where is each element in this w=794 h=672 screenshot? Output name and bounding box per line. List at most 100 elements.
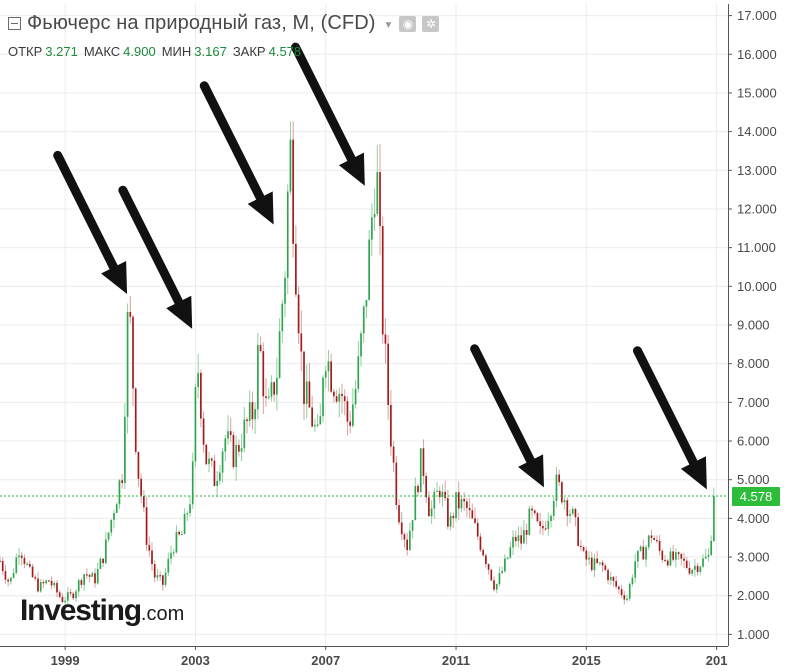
- candle-body[interactable]: [414, 485, 417, 521]
- candle-body[interactable]: [308, 381, 311, 408]
- candle-body[interactable]: [487, 564, 490, 570]
- candle-body[interactable]: [31, 566, 34, 578]
- candle-body[interactable]: [398, 505, 400, 523]
- candle-body[interactable]: [495, 583, 498, 590]
- candle-body[interactable]: [623, 595, 626, 600]
- candle-body[interactable]: [574, 508, 577, 518]
- candle-body[interactable]: [110, 519, 113, 533]
- candle-body[interactable]: [390, 404, 392, 447]
- candle-body[interactable]: [50, 580, 53, 586]
- candle-body[interactable]: [436, 490, 438, 493]
- candle-body[interactable]: [102, 558, 104, 564]
- candle-body[interactable]: [677, 552, 680, 554]
- candle-body[interactable]: [571, 508, 574, 514]
- candle-body[interactable]: [704, 556, 707, 559]
- candle-body[interactable]: [604, 565, 607, 571]
- candle-body[interactable]: [77, 580, 80, 592]
- candle-body[interactable]: [528, 508, 531, 535]
- candle-body[interactable]: [96, 568, 99, 584]
- candle-body[interactable]: [661, 550, 664, 560]
- candle-body[interactable]: [42, 582, 45, 584]
- candle-body[interactable]: [577, 517, 580, 546]
- candle-body[interactable]: [153, 564, 156, 578]
- candle-body[interactable]: [240, 448, 243, 452]
- candle-body[interactable]: [314, 424, 316, 427]
- candle-body[interactable]: [143, 496, 145, 508]
- candle-body[interactable]: [48, 580, 50, 582]
- candle-body[interactable]: [580, 545, 582, 548]
- candle-body[interactable]: [210, 458, 213, 461]
- candle-body[interactable]: [387, 343, 389, 405]
- candle-body[interactable]: [523, 530, 525, 544]
- candle-body[interactable]: [186, 513, 189, 515]
- candle-body[interactable]: [346, 401, 349, 422]
- candle-body[interactable]: [509, 547, 512, 558]
- candle-body[interactable]: [292, 139, 294, 244]
- candle-body[interactable]: [297, 294, 300, 334]
- candle-body[interactable]: [265, 396, 267, 399]
- candle-body[interactable]: [713, 496, 715, 541]
- candle-body[interactable]: [254, 409, 256, 420]
- candle-body[interactable]: [691, 569, 694, 574]
- candle-body[interactable]: [666, 560, 669, 566]
- caret-down-icon[interactable]: ▼: [383, 19, 394, 31]
- candle-body[interactable]: [286, 191, 289, 278]
- candle-body[interactable]: [642, 546, 645, 560]
- candle-body[interactable]: [520, 535, 523, 544]
- candle-body[interactable]: [113, 513, 115, 520]
- candle-body[interactable]: [566, 500, 569, 516]
- candle-body[interactable]: [696, 565, 699, 572]
- candle-body[interactable]: [596, 558, 599, 563]
- candle-body[interactable]: [563, 500, 566, 503]
- candle-body[interactable]: [531, 508, 533, 511]
- candle-body[interactable]: [343, 396, 346, 402]
- candle-body[interactable]: [536, 513, 539, 522]
- candle-body[interactable]: [172, 552, 175, 554]
- candle-body[interactable]: [69, 592, 72, 594]
- candle-body[interactable]: [683, 558, 685, 561]
- candle-body[interactable]: [178, 531, 180, 535]
- candle-body[interactable]: [235, 445, 237, 468]
- candle-body[interactable]: [533, 510, 536, 514]
- candle-body[interactable]: [694, 565, 696, 570]
- candle-body[interactable]: [183, 513, 186, 534]
- candle-body[interactable]: [707, 554, 710, 557]
- candle-body[interactable]: [392, 446, 395, 463]
- candle-body[interactable]: [615, 581, 618, 587]
- candle-body[interactable]: [99, 558, 102, 569]
- candle-body[interactable]: [189, 504, 191, 514]
- candle-body[interactable]: [151, 550, 153, 565]
- candle-body[interactable]: [167, 558, 170, 573]
- candle-body[interactable]: [330, 361, 332, 392]
- candle-body[interactable]: [259, 345, 262, 352]
- candle-body[interactable]: [58, 592, 61, 597]
- candle-body[interactable]: [45, 580, 47, 584]
- candle-body[interactable]: [295, 243, 297, 295]
- candle-body[interactable]: [80, 580, 83, 585]
- candle-body[interactable]: [83, 574, 85, 585]
- candle-body[interactable]: [72, 593, 75, 599]
- candle-body[interactable]: [352, 404, 354, 426]
- candle-body[interactable]: [221, 451, 224, 473]
- candle-body[interactable]: [305, 381, 308, 404]
- candle-body[interactable]: [493, 580, 495, 590]
- candle-body[interactable]: [175, 531, 178, 553]
- candle-body[interactable]: [460, 498, 463, 509]
- candle-body[interactable]: [181, 533, 183, 536]
- candle-body[interactable]: [582, 547, 585, 551]
- candle-body[interactable]: [205, 444, 208, 465]
- candle-body[interactable]: [248, 402, 251, 422]
- candle-body[interactable]: [129, 312, 132, 317]
- candle-body[interactable]: [238, 445, 240, 452]
- candle-body[interactable]: [593, 558, 596, 571]
- candle-body[interactable]: [208, 458, 210, 465]
- candle-body[interactable]: [191, 461, 194, 505]
- candle-body[interactable]: [376, 172, 379, 214]
- candle-body[interactable]: [164, 572, 167, 585]
- candle-body[interactable]: [284, 277, 286, 304]
- candle-body[interactable]: [607, 570, 609, 581]
- candle-body[interactable]: [447, 498, 449, 527]
- candle-body[interactable]: [371, 217, 373, 240]
- candle-body[interactable]: [26, 563, 28, 566]
- candle-body[interactable]: [273, 382, 275, 395]
